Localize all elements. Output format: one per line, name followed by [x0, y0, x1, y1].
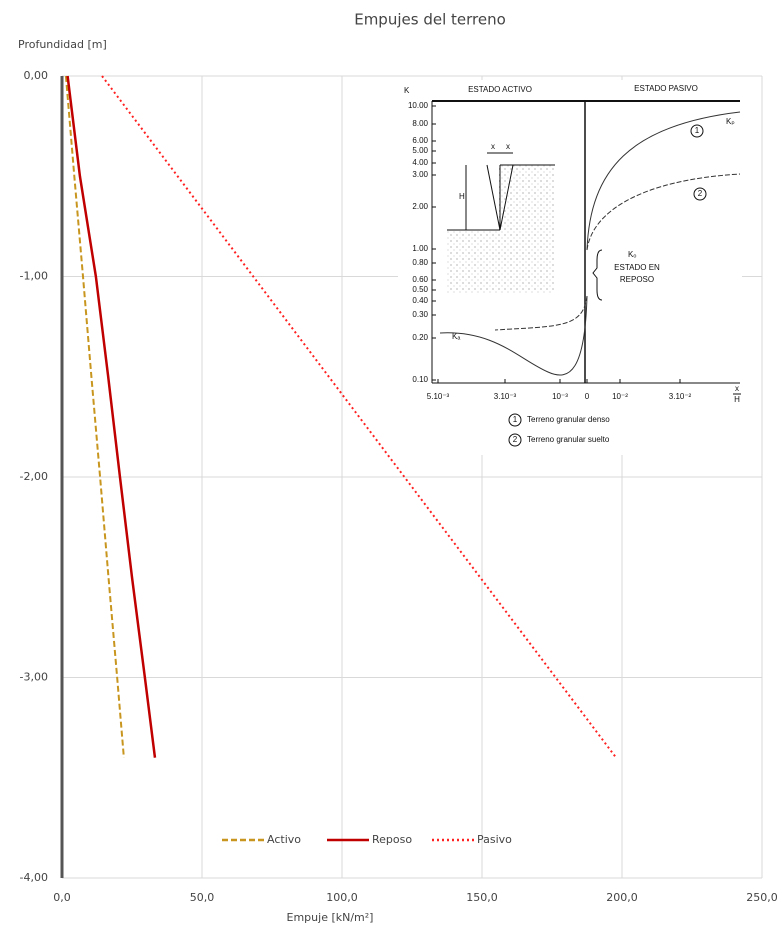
inset-rest1: ESTADO EN [614, 263, 660, 272]
circle [508, 433, 522, 447]
excavation [447, 165, 499, 230]
inset-ko: Kₒ [628, 250, 636, 259]
inset-y-tick: 0.10 [412, 375, 428, 384]
inset-kp: Kₚ [726, 117, 735, 126]
inset-c1: 1 [695, 126, 700, 135]
legend-label: Pasivo [477, 833, 512, 846]
wall-active [486, 164, 501, 231]
chart-title: Empujes del terreno [354, 11, 506, 29]
inset-y-tick: 6.00 [412, 136, 428, 145]
inset-y-tick: 2.00 [412, 202, 428, 211]
legend-label: Reposo [372, 833, 412, 846]
y-tick-label: -1,00 [20, 270, 48, 283]
inset-x-over: x [735, 384, 739, 393]
y-tick-label: -3,00 [20, 671, 48, 684]
inset-y-tick: 1.00 [412, 244, 428, 253]
kp-loose [586, 173, 741, 251]
inset-y-tick: 10.00 [408, 101, 429, 110]
circle [690, 124, 704, 138]
y-tick-label: -2,00 [20, 470, 48, 483]
inset-h: H [459, 192, 465, 201]
ko-bracket [592, 249, 603, 301]
inset-k: K [404, 86, 410, 95]
inset-x-under: H [734, 395, 740, 404]
inset-ka: Kₐ [452, 332, 461, 341]
inset-l2n: 2 [513, 435, 518, 444]
ka-loose [494, 295, 588, 331]
inset-x-tick: 10⁻² [612, 392, 628, 401]
x-tick-label: 250,0 [746, 891, 778, 904]
inset-x-tick: 3.10⁻² [669, 392, 692, 401]
inset-x-tick: 3.10⁻³ [494, 392, 517, 401]
inset-passive: ESTADO PASIVO [634, 84, 698, 93]
x-axis-label: Empuje [kN/m²] [287, 911, 374, 924]
x-tick-label: 150,0 [466, 891, 498, 904]
inset-active: ESTADO ACTIVO [468, 85, 532, 94]
circle [693, 187, 707, 201]
kp-dense [586, 111, 741, 251]
inset-x-tick: 0 [585, 392, 590, 401]
inset-y-tick: 4.00 [412, 158, 428, 167]
inset-l1n: 1 [513, 415, 518, 424]
inset-y-tick: 0.80 [412, 258, 428, 267]
inset-c2: 2 [698, 189, 703, 198]
inset-y-tick: 0.50 [412, 285, 428, 294]
inset-x-tick: 5.10⁻³ [427, 392, 450, 401]
inset-legend2: Terreno granular suelto [527, 435, 610, 444]
y-tick-label: 0,00 [24, 69, 49, 82]
inset-rest2: REPOSO [620, 275, 654, 284]
x-tick-label: 100,0 [326, 891, 358, 904]
x-tick-label: 50,0 [190, 891, 215, 904]
ka-dense [439, 295, 588, 376]
wall-passive [499, 164, 514, 231]
inset-x-tick: 10⁻³ [552, 392, 568, 401]
x-tick-label: 200,0 [606, 891, 638, 904]
inset-y-tick: 0.40 [412, 296, 428, 305]
series-line [66, 75, 157, 758]
y-axis-label: Profundidad [m] [18, 38, 107, 51]
series-line [101, 75, 617, 759]
y-tick-label: -4,00 [20, 871, 48, 884]
inset-y-tick: 0.30 [412, 310, 428, 319]
inset-legend1: Terreno granular denso [527, 415, 610, 424]
series-line [64, 75, 125, 758]
inset-diagram: K ESTADO ACTIVO ESTADO PASIVO 10.00 8.00 6… [398, 80, 742, 455]
inset-y-tick: 5.00 [412, 146, 428, 155]
circle [508, 413, 522, 427]
inset-y-tick: 3.00 [412, 170, 428, 179]
inset-y-tick: 8.00 [412, 119, 428, 128]
inset-x2: x [506, 142, 510, 151]
legend-label: Activo [267, 833, 301, 846]
inset-y-tick: 0.20 [412, 333, 428, 342]
inset-x1: x [491, 142, 495, 151]
inset-y-tick: 0.60 [412, 275, 428, 284]
x-tick-label: 0,0 [53, 891, 71, 904]
